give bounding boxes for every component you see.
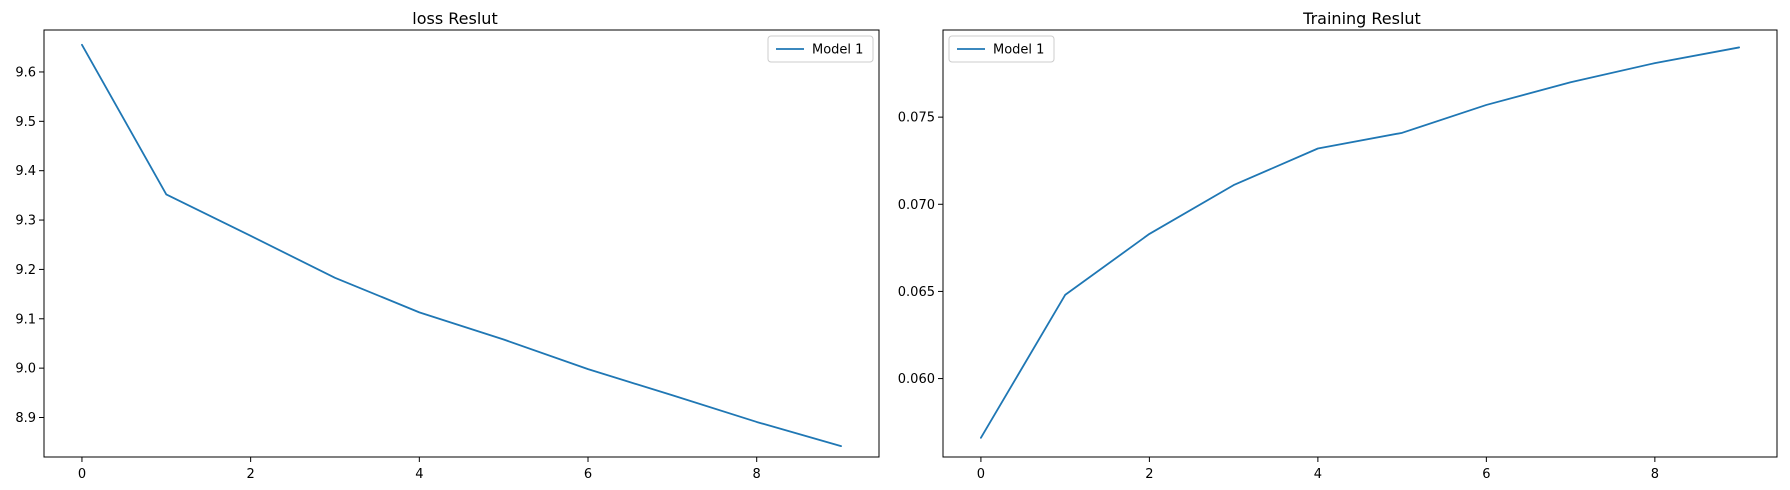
loss-x-tick-label: 6: [584, 467, 592, 482]
training-chart-panel: Training Reslut 0 2 4 6 8 0.060 0.065 0.070 0.07…: [898, 9, 1778, 482]
loss-y-tick-label: 9.2: [15, 263, 36, 278]
loss-y-tick-label: 9.1: [15, 312, 36, 327]
loss-x-tick-label: 2: [247, 467, 255, 482]
training-legend-label: Model 1: [993, 43, 1044, 58]
loss-y-tick-label: 9.4: [15, 164, 36, 179]
training-y-tick-label: 0.060: [898, 372, 935, 387]
loss-y-tick-label: 9.0: [15, 362, 36, 377]
training-y-tick-label: 0.065: [898, 285, 935, 300]
training-plot-frame: [942, 29, 1778, 458]
training-legend: Model 1: [948, 35, 1055, 63]
training-y-tick-label: 0.070: [898, 198, 935, 213]
training-x-tick-label: 4: [1314, 467, 1322, 482]
loss-chart-title: loss Reslut: [412, 9, 497, 28]
training-x-tick-label: 8: [1651, 467, 1659, 482]
loss-legend-label: Model 1: [812, 43, 863, 58]
loss-x-tick-label: 4: [415, 467, 423, 482]
loss-y-tick-label: 8.9: [15, 411, 36, 426]
loss-legend: Model 1: [767, 35, 874, 63]
training-x-tick-label: 2: [1145, 467, 1153, 482]
training-y-tick-label: 0.075: [898, 111, 935, 126]
loss-plot-frame: [43, 29, 880, 458]
loss-x-tick-label: 0: [78, 467, 86, 482]
training-series-line: [980, 46, 1740, 439]
loss-y-tick-label: 9.5: [15, 115, 36, 130]
loss-x-tick-label: 8: [753, 467, 761, 482]
training-chart-title: Training Reslut: [1302, 9, 1421, 28]
training-x-tick-label: 0: [977, 467, 985, 482]
loss-y-tick-label: 9.3: [15, 214, 36, 229]
loss-series-line: [81, 43, 842, 448]
loss-chart-panel: loss Reslut 0 2 4 6 8 8.9 9.0 9.1 9.2 9.3 9.4 9.5 9.…: [15, 9, 880, 482]
training-x-tick-label: 6: [1482, 467, 1490, 482]
loss-y-tick-label: 9.6: [15, 65, 36, 80]
